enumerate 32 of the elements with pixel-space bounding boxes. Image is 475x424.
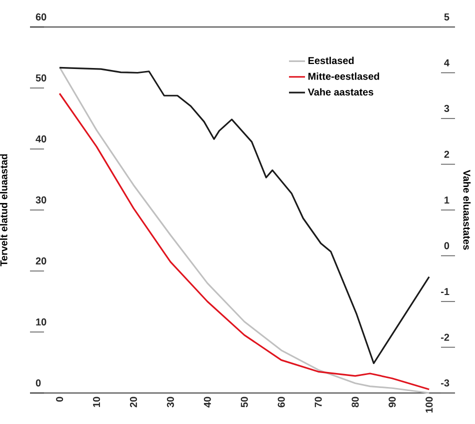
y2-tick-label: 1 bbox=[444, 196, 450, 204]
y-tick-label: 20 bbox=[36, 257, 46, 264]
x-tick-label: 90 bbox=[388, 396, 396, 408]
y2-axis-title: Vahe eluaastates bbox=[463, 170, 471, 250]
y-tick-label: 30 bbox=[36, 196, 46, 204]
x-tick-label: 60 bbox=[278, 396, 285, 408]
y2-tick-label: -2 bbox=[441, 334, 450, 341]
y-tick-label: 50 bbox=[36, 74, 46, 82]
y2-tick-label: 5 bbox=[444, 14, 450, 20]
y2-tick-label: -3 bbox=[441, 379, 450, 386]
y-tick-label: 10 bbox=[36, 318, 46, 326]
y-tick-label: 0 bbox=[36, 379, 41, 386]
x-tick-label: 10 bbox=[93, 396, 100, 407]
x-tick-label: 100 bbox=[426, 396, 433, 413]
y2-tick-label: 3 bbox=[444, 104, 450, 112]
legend-label: Mitte-eestlased bbox=[308, 72, 380, 80]
legend-label: Eestlased bbox=[308, 56, 354, 64]
x-tick-label: 20 bbox=[130, 396, 137, 408]
y2-tick-label: 2 bbox=[444, 150, 450, 158]
y2-tick-label: -1 bbox=[441, 288, 450, 295]
legend-label: Vahe aastates bbox=[308, 88, 374, 96]
x-tick-label: 30 bbox=[166, 396, 174, 408]
y-tick-label: 60 bbox=[36, 13, 46, 20]
x-tick-label: 70 bbox=[314, 396, 322, 408]
x-tick-label: 50 bbox=[240, 396, 248, 408]
x-tick-label: 40 bbox=[204, 396, 211, 408]
y-axis-title: Tervelt elatud eluaastad bbox=[0, 154, 8, 266]
y2-tick-label: 0 bbox=[444, 242, 450, 250]
y2-tick-label: 4 bbox=[444, 59, 450, 66]
y-tick-label: 40 bbox=[36, 135, 46, 142]
x-tick-label: 0 bbox=[56, 396, 64, 402]
x-tick-label: 80 bbox=[352, 396, 359, 408]
